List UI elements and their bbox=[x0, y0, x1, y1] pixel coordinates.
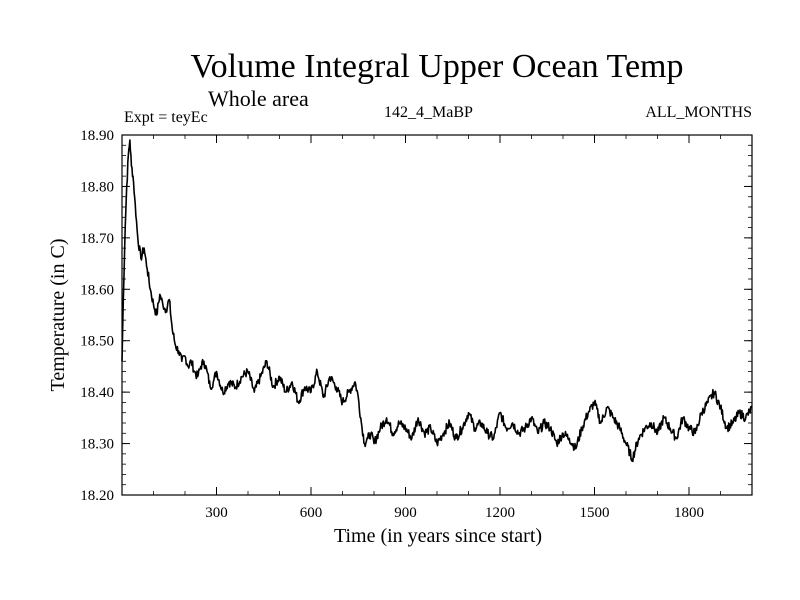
x-tick-label: 1800 bbox=[674, 505, 704, 521]
x-axis-label: Time (in years since start) bbox=[333, 525, 543, 547]
y-tick-label: 18.80 bbox=[80, 179, 114, 195]
x-tick-label: 300 bbox=[205, 505, 228, 521]
y-tick-label: 18.40 bbox=[80, 385, 114, 401]
x-tick-label: 1500 bbox=[580, 505, 610, 521]
y-tick-label: 18.30 bbox=[80, 437, 114, 453]
chart-title: Volume Integral Upper Ocean Temp bbox=[190, 48, 684, 85]
x-tick-label: 1200 bbox=[485, 505, 515, 521]
x-tick-label: 600 bbox=[300, 505, 323, 521]
y-tick-label: 18.70 bbox=[80, 231, 114, 247]
y-tick-label: 18.50 bbox=[80, 334, 114, 350]
x-tick-label: 900 bbox=[394, 505, 417, 521]
y-tick-label: 18.20 bbox=[80, 488, 114, 504]
period-label: 142_4_MaBP bbox=[384, 104, 473, 121]
y-tick-label: 18.90 bbox=[80, 128, 114, 144]
series-line-teyEc bbox=[121, 139, 753, 463]
y-tick-label: 18.60 bbox=[80, 282, 114, 298]
experiment-label: Expt = teyEc bbox=[124, 109, 208, 126]
months-label: ALL_MONTHS bbox=[645, 104, 752, 121]
chart-subtitle: Whole area bbox=[208, 86, 309, 111]
